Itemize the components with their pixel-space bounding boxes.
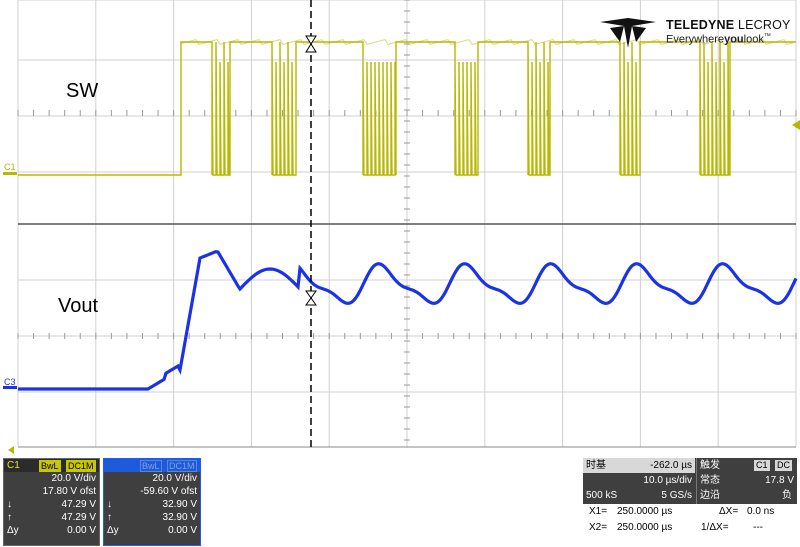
timebase-samples: 500 kS	[586, 490, 618, 501]
c1-delta-label: Δy	[7, 525, 19, 536]
trigger-mode: 常态	[700, 475, 720, 486]
c3-delta: 0.00 V	[168, 525, 197, 536]
timebase-tdiv: 10.0 µs/div	[643, 475, 692, 486]
trigger-level-marker[interactable]	[792, 120, 800, 130]
x2-label: X2=	[589, 522, 608, 533]
trigger-coupling-badge: DC	[775, 460, 792, 471]
logo-tagline-c: look	[743, 33, 764, 46]
c1-name: C1	[7, 460, 20, 471]
timebase-label: 时基	[586, 460, 606, 471]
sw-label: SW	[66, 80, 99, 102]
logo-tagline-b: you	[724, 33, 744, 46]
c1-descriptor-panel[interactable]: C1 BwL DC1M 20.0 V/div 17.80 V ofst ↓ 47.…	[3, 458, 100, 546]
c1-ground-marker	[3, 172, 17, 175]
c1-vdiv: 20.0 V/div	[51, 473, 96, 484]
c3-panel-header: C3 BwL DC1M	[104, 459, 200, 472]
x2-value: 250.0000 µs	[617, 522, 673, 533]
c3-descriptor-panel[interactable]: C3 BwL DC1M 20.0 V/div -59.60 V ofst ↓ 32…	[103, 458, 201, 546]
x1-label: X1=	[589, 506, 608, 517]
c1-cursor-down: 47.29 V	[61, 499, 96, 510]
c1-cursor-up-label: ↑	[7, 512, 12, 523]
timebase-rate: 5 GS/s	[661, 490, 692, 501]
traces	[18, 39, 798, 391]
logo-name-light: LECROY	[737, 18, 791, 32]
timebase-trigger-panel[interactable]: 时基 -262.0 µs 10.0 µs/div 500 kS 5 GS/s 触…	[583, 458, 797, 504]
vout-label: Vout	[58, 295, 99, 317]
c3-delta-label: Δy	[107, 525, 119, 536]
teledyne-logo-icon	[600, 18, 656, 48]
c1-offset: 17.80 V ofst	[42, 486, 96, 497]
c1-trace	[18, 41, 796, 176]
trigger-channel-badge: C1	[754, 460, 770, 471]
cursor-readout: X1= 250.0000 µs ΔX= 0.0 ns X2= 250.0000 …	[583, 505, 797, 545]
logo-tagline-a: Everywhere	[666, 33, 725, 46]
c1-delta: 0.00 V	[67, 525, 96, 536]
trigger-slope: 负	[782, 490, 792, 501]
graticule	[17, 0, 797, 448]
c1-cursor-up: 47.29 V	[61, 512, 96, 523]
c3-ground-marker	[3, 386, 17, 389]
c3-cursor-up-label: ↑	[107, 512, 112, 523]
c3-vdiv: 20.0 V/div	[152, 473, 197, 484]
c3-offset: -59.60 V ofst	[140, 486, 197, 497]
trigger-type: 边沿	[700, 490, 720, 501]
c1-edge-label: C1	[4, 162, 16, 172]
c1-bwl-badge: BwL	[39, 460, 61, 472]
logo-tm: ™	[763, 33, 771, 40]
logo-tagline: Everywhereyoulook™	[666, 33, 771, 46]
c3-cursor-down: 32.90 V	[162, 499, 197, 510]
trigger-label: 触发	[700, 460, 720, 471]
c3-bwl-badge: BwL	[140, 460, 162, 472]
c3-cursor-down-label: ↓	[107, 499, 112, 510]
c1-trace-noise	[180, 39, 794, 45]
timebase-header	[583, 458, 695, 473]
timebase-delay: -262.0 µs	[650, 460, 692, 471]
c3-coupling-badge: DC1M	[167, 460, 197, 472]
c3-name: C3	[107, 460, 120, 471]
teledyne-lecroy-logo: TELEDYNE LECROY Everywhereyoulook™	[598, 16, 791, 50]
panel-divider	[696, 458, 697, 504]
x1-value: 250.0000 µs	[617, 506, 673, 517]
c3-edge-label: C3	[4, 377, 16, 387]
trigger-position-marker[interactable]	[8, 446, 14, 454]
c3-cursor-up: 32.90 V	[162, 512, 197, 523]
dx-value: 0.0 ns	[747, 506, 775, 517]
logo-name-bold: TELEDYNE	[666, 18, 735, 32]
c1-panel-header: C1 BwL DC1M	[4, 459, 99, 472]
c1-cursor-down-label: ↓	[7, 499, 12, 510]
inv-dx-value: ---	[753, 522, 763, 533]
cursor-marker-c3[interactable]	[305, 290, 317, 306]
c1-coupling-badge: DC1M	[66, 460, 96, 472]
inv-dx-label: 1/ΔX=	[701, 522, 729, 533]
logo-name: TELEDYNE LECROY	[666, 18, 791, 32]
dx-label: ΔX=	[719, 506, 739, 517]
c3-trace	[18, 249, 798, 391]
cursor-marker-c1[interactable]	[305, 35, 317, 53]
trigger-level: 17.8 V	[765, 475, 794, 486]
